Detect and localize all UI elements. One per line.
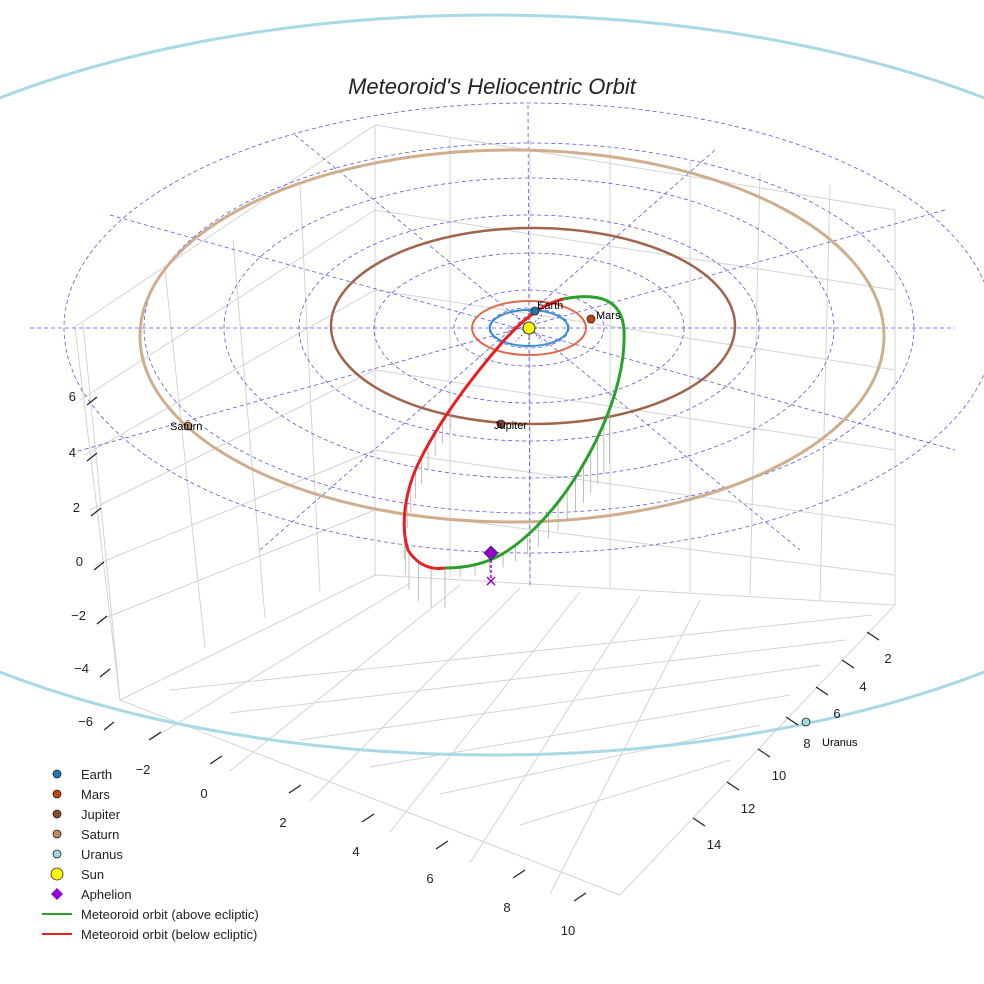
z-axis-tick-label: 0 bbox=[76, 554, 83, 569]
y-axis-tick-label: 8 bbox=[803, 736, 810, 751]
y-axis: 2 4 6 8 10 12 14 bbox=[692, 631, 892, 852]
sun-marker bbox=[522, 321, 536, 335]
z-axis-tick-label: 6 bbox=[69, 389, 76, 404]
x-axis-tick-mark bbox=[573, 892, 587, 902]
x-axis-tick-mark bbox=[435, 840, 449, 850]
planet-earth bbox=[530, 306, 540, 316]
planet-label-earth: Earth bbox=[537, 300, 563, 312]
planet-saturn bbox=[183, 421, 193, 431]
x-axis-tick-mark bbox=[512, 869, 526, 879]
legend-item: Saturn bbox=[40, 824, 259, 844]
planet-label-uranus: Uranus bbox=[822, 737, 858, 749]
legend-label: Mars bbox=[81, 786, 110, 802]
y-axis-tick-mark bbox=[692, 817, 706, 827]
legend-label: Uranus bbox=[81, 846, 123, 862]
z-axis-tick-mark bbox=[99, 668, 111, 678]
x-axis-tick-label: 6 bbox=[426, 871, 433, 886]
legend-item: Meteoroid orbit (below ecliptic) bbox=[40, 924, 259, 944]
z-axis-tick-label: −2 bbox=[71, 608, 86, 623]
x-axis-tick-label: 0 bbox=[200, 786, 207, 801]
legend-item: Jupiter bbox=[40, 804, 259, 824]
y-axis-tick-mark bbox=[785, 716, 799, 726]
orbit-saturn bbox=[138, 148, 886, 524]
orbit-jupiter bbox=[329, 226, 737, 426]
legend-diamond-icon bbox=[51, 888, 63, 900]
z-axis-tick-label: 2 bbox=[73, 500, 80, 515]
planet-uranus bbox=[801, 717, 811, 727]
box-grid bbox=[74, 124, 896, 896]
y-axis-tick-mark bbox=[841, 659, 855, 669]
orbit-earth bbox=[489, 309, 569, 347]
z-axis: 6 4 2 0 −2 −4 −6 bbox=[69, 389, 115, 731]
x-axis-tick-mark bbox=[148, 731, 162, 741]
y-axis-tick-label: 10 bbox=[772, 768, 786, 783]
planet-label-jupiter: Jupiter bbox=[494, 420, 527, 432]
ecliptic-grid bbox=[30, 102, 984, 589]
chart-title: Meteoroid's Heliocentric Orbit bbox=[348, 74, 636, 99]
z-axis-tick-label: −4 bbox=[74, 661, 89, 676]
y-axis-tick-mark bbox=[726, 781, 740, 791]
x-axis-tick-label: −2 bbox=[136, 762, 151, 777]
legend-item: Meteoroid orbit (above ecliptic) bbox=[40, 904, 259, 924]
legend-marker-icon bbox=[52, 809, 62, 819]
legend-item: Earth bbox=[40, 764, 259, 784]
legend-item: Uranus bbox=[40, 844, 259, 864]
x-axis-tick-label: 8 bbox=[503, 900, 510, 915]
legend-label: Sun bbox=[81, 866, 105, 882]
meteoroid-orbit-above bbox=[444, 295, 626, 570]
z-axis-tick-label: −6 bbox=[78, 714, 93, 729]
aphelion-projection-icon bbox=[486, 576, 496, 586]
x-axis-tick-mark bbox=[288, 784, 302, 794]
y-axis-tick-label: 12 bbox=[741, 801, 755, 816]
planet-jupiter bbox=[496, 419, 506, 429]
z-axis-tick-mark bbox=[103, 721, 115, 731]
x-axis-tick-label: 2 bbox=[279, 815, 286, 830]
y-axis-tick-label: 2 bbox=[884, 651, 891, 666]
legend-label: Earth bbox=[81, 766, 113, 782]
y-axis-tick-label: 14 bbox=[707, 837, 721, 852]
legend-label: Meteoroid orbit (below ecliptic) bbox=[81, 926, 258, 942]
orbit-uranus bbox=[0, 13, 984, 757]
legend-label: Aphelion bbox=[81, 886, 132, 902]
legend-label: Meteoroid orbit (above ecliptic) bbox=[81, 906, 259, 922]
planet-label-mars: Mars bbox=[596, 310, 621, 322]
legend-item: Aphelion bbox=[40, 884, 259, 904]
y-axis-tick-mark bbox=[757, 748, 771, 758]
legend-item: Mars bbox=[40, 784, 259, 804]
aphelion-marker bbox=[483, 545, 499, 561]
legend-sun-icon bbox=[50, 867, 64, 881]
orbit-mars bbox=[471, 300, 587, 356]
planet-label-saturn: Saturn bbox=[170, 421, 202, 433]
legend-label: Saturn bbox=[81, 826, 120, 842]
z-axis-tick-mark bbox=[86, 452, 98, 462]
planet-mars bbox=[586, 314, 596, 324]
y-axis-tick-mark bbox=[866, 631, 880, 641]
x-axis-tick-mark bbox=[361, 813, 375, 823]
y-axis-tick-mark bbox=[815, 686, 829, 696]
z-axis-tick-mark bbox=[86, 396, 98, 406]
legend-item: Sun bbox=[40, 864, 259, 884]
z-axis-tick-label: 4 bbox=[69, 445, 76, 460]
y-axis-tick-label: 6 bbox=[833, 706, 840, 721]
meteoroid-orbit-below bbox=[402, 297, 564, 570]
x-axis-tick-label: 4 bbox=[352, 844, 359, 859]
z-axis-tick-mark bbox=[96, 615, 108, 625]
legend-marker-icon bbox=[52, 849, 62, 859]
x-axis-tick-mark bbox=[209, 755, 223, 765]
y-axis-tick-label: 4 bbox=[859, 679, 866, 694]
x-axis: −2 0 2 4 6 8 10 bbox=[136, 731, 587, 938]
z-axis-tick-mark bbox=[90, 507, 102, 517]
legend-marker-icon bbox=[52, 769, 62, 779]
legend-label: Jupiter bbox=[81, 806, 121, 822]
legend-marker-icon bbox=[52, 789, 62, 799]
legend: Earth Mars Jupiter Saturn Uranus Sun Aphelion M… bbox=[40, 764, 259, 944]
legend-marker-icon bbox=[52, 829, 62, 839]
x-axis-tick-label: 10 bbox=[561, 923, 575, 938]
z-axis-tick-mark bbox=[93, 561, 105, 571]
